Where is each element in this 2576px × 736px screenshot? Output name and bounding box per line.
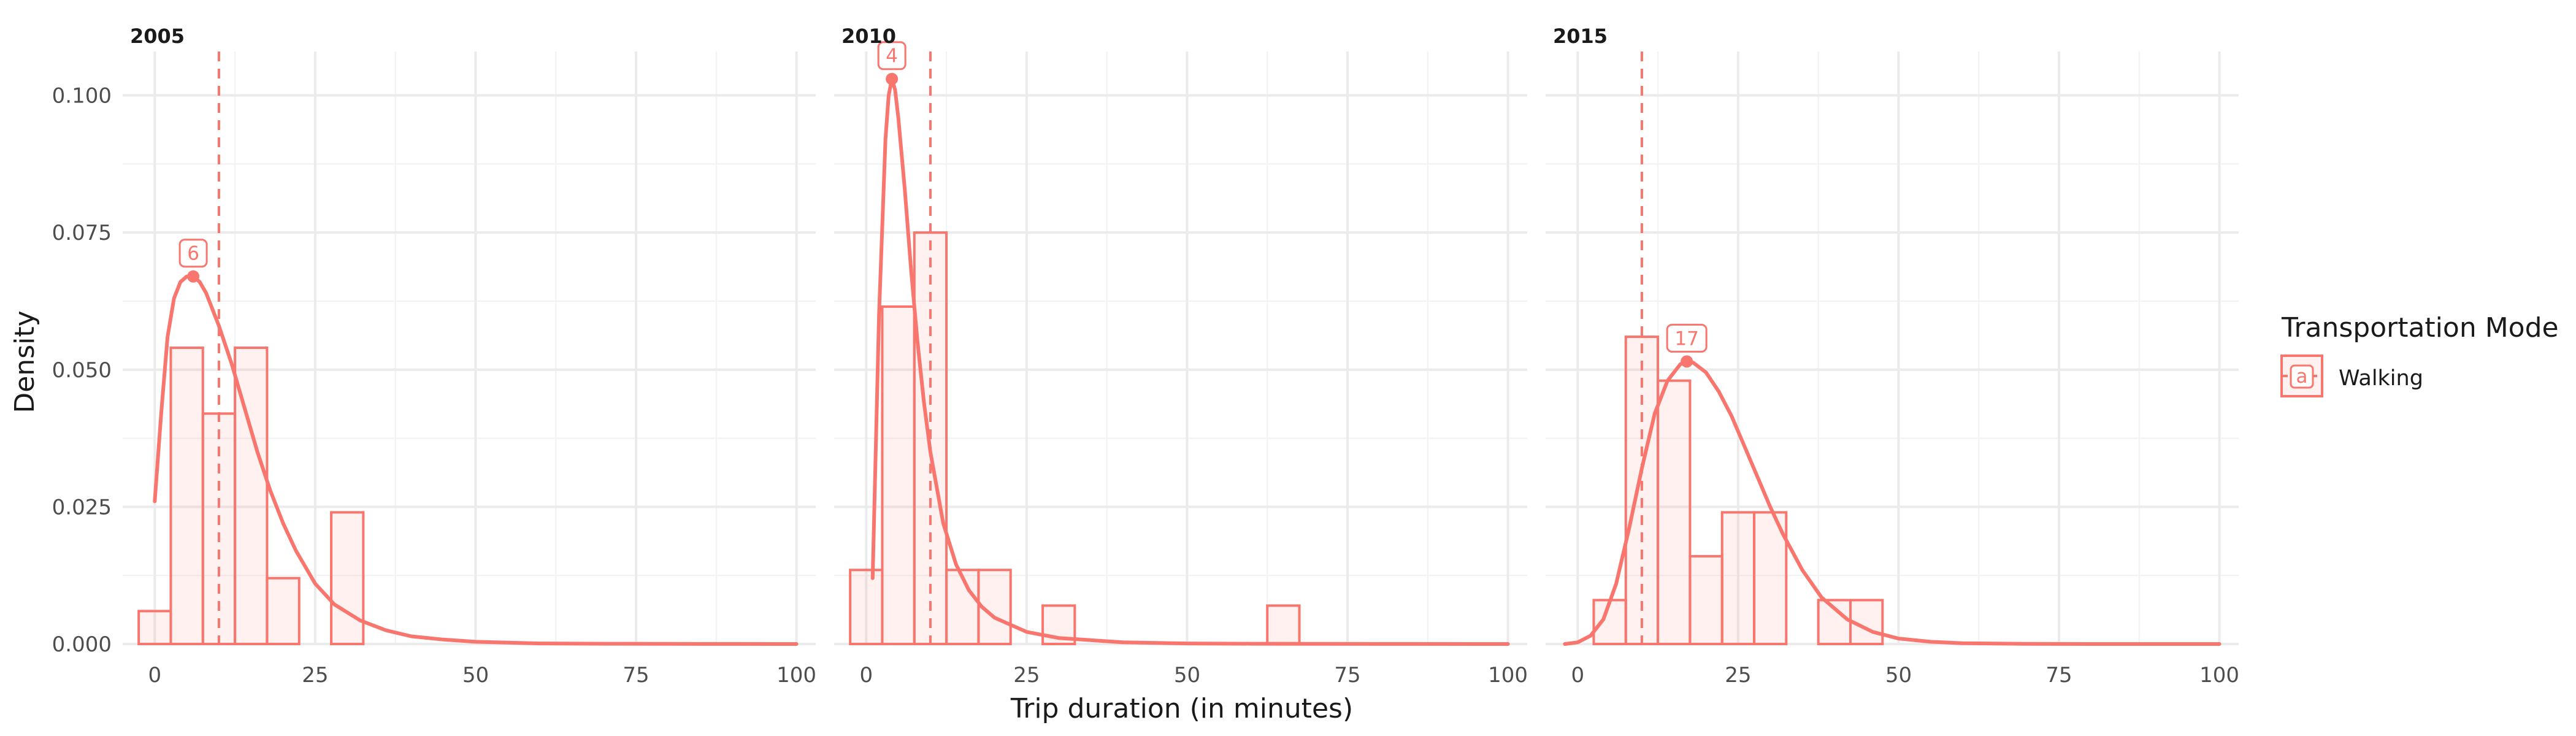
x-tick-label: 25 [1013, 663, 1040, 688]
y-tick-label: 0.050 [52, 358, 112, 383]
peak-label: 6 [187, 243, 199, 265]
histogram-bar [234, 347, 269, 645]
y-tick-label: 0.100 [52, 84, 112, 109]
x-tick-label: 25 [302, 663, 328, 688]
x-tick-label: 50 [462, 663, 489, 688]
x-tick-label: 75 [623, 663, 649, 688]
peak-label: 17 [1674, 328, 1698, 350]
facet-panel-2015: 17 2015 0 25 50 75 100 [1546, 25, 2239, 688]
histogram-bar [1689, 554, 1723, 646]
peak-label-box [1666, 323, 1708, 353]
histogram-bar [137, 610, 172, 645]
x-tick-label: 25 [1725, 663, 1751, 688]
x-tick-label: 75 [1334, 663, 1360, 688]
peak-point [187, 270, 200, 283]
histogram-bar [1753, 511, 1788, 645]
histogram-bar [945, 569, 980, 645]
histogram-bar [881, 305, 916, 645]
histogram-bar [1720, 511, 1756, 645]
x-axis-title: Trip duration (in minutes) [1010, 693, 1353, 724]
histogram-bar [266, 577, 301, 646]
x-tick-label: 0 [859, 663, 873, 688]
legend-key-walking: a [2280, 355, 2323, 397]
y-tick-label: 0.075 [52, 221, 112, 245]
x-tick-label: 100 [2199, 663, 2239, 688]
y-axis-title: Density [9, 310, 40, 413]
facet-label: 2010 [841, 25, 896, 48]
peak-label: 4 [886, 45, 898, 67]
density-curve [1563, 359, 2221, 646]
peak-point [886, 72, 899, 85]
histogram-bar [1266, 604, 1301, 646]
x-tick-label: 50 [1174, 663, 1200, 688]
legend-key-label-box [2290, 364, 2314, 389]
x-tick-label: 50 [1885, 663, 1912, 688]
histogram-bar [330, 511, 365, 645]
y-tick-label: 0.025 [52, 495, 112, 519]
x-tick-label: 100 [1488, 663, 1528, 688]
histogram-bar [849, 569, 884, 645]
density-curve [153, 274, 799, 646]
histogram-bar [169, 347, 204, 645]
legend-key-glyph: a [2296, 366, 2308, 388]
legend-title: Transportation Mode [2281, 312, 2559, 343]
x-tick-label: 100 [776, 663, 816, 688]
y-tick-label: 0.000 [52, 632, 112, 657]
legend: Transportation Mode a Walking [2280, 312, 2559, 397]
facet-label: 2015 [1553, 25, 1608, 48]
x-tick-label: 0 [148, 663, 161, 688]
histogram-bar [1657, 379, 1692, 646]
facets-layer: 6 2005 0 25 50 75 100 0.000 0.025 0.050 0.075 0.100… [52, 25, 2239, 688]
peak-label-box [178, 239, 208, 268]
facet-panel-2005: 6 2005 0 25 50 75 100 0.000 0.025 0.050 0.075 0.100 [52, 25, 816, 688]
peak-point [1681, 355, 1693, 368]
peak-label-box [877, 41, 907, 71]
facet-label: 2005 [130, 25, 185, 48]
legend-label-walking: Walking [2339, 366, 2423, 391]
x-tick-label: 75 [2045, 663, 2072, 688]
x-tick-label: 0 [1571, 663, 1584, 688]
